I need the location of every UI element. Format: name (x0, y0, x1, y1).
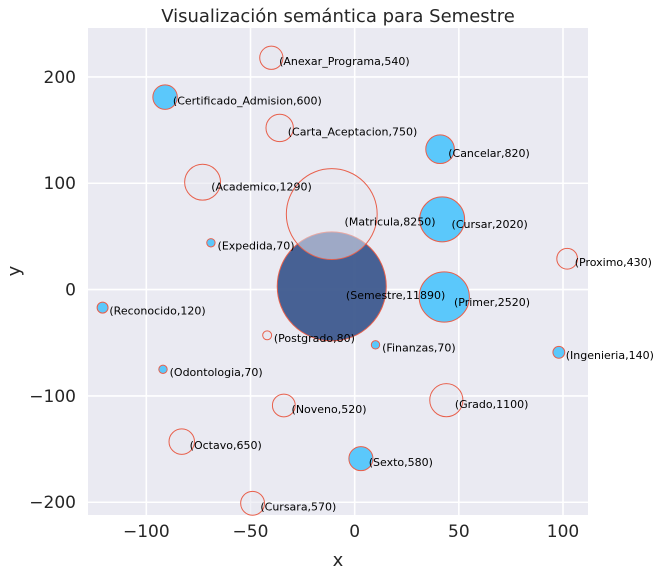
y-tick-label: 200 (44, 68, 76, 88)
point-label-expedida: (Expedida,70) (218, 239, 295, 252)
bubble-noveno (271, 393, 296, 418)
x-tick-label: −50 (233, 522, 269, 542)
point-label-cursar: (Cursar,2020) (452, 218, 528, 231)
point-label-matricula: (Matricula,8250) (345, 216, 436, 229)
point-label-anexar_programa: (Anexar_Programa,540) (279, 55, 410, 68)
bubble-layer (96, 45, 579, 516)
point-label-odontologia: (Odontologia,70) (170, 366, 263, 379)
bubble-grado (429, 383, 464, 418)
bubble-ingenieria (552, 345, 566, 359)
point-label-noveno: (Noveno,520) (292, 403, 367, 416)
chart-title: Visualización semántica para Semestre (161, 6, 515, 27)
point-label-semestre: (Semestre,11890) (346, 289, 445, 302)
point-label-certificado_admision: (Certificado_Admision,600) (173, 95, 322, 108)
x-tick-label: 0 (349, 522, 360, 542)
bubble-sexto (348, 446, 374, 472)
bubble-academico (184, 163, 222, 201)
point-label-proximo: (Proximo,430) (575, 256, 652, 269)
point-label-grado: (Grado,1100) (455, 398, 529, 411)
bubble-cursar (419, 196, 466, 243)
point-label-academico: (Academico,1290) (211, 180, 312, 193)
point-label-cursara: (Cursara,570) (260, 501, 336, 514)
bubble-postgrado (262, 330, 273, 341)
bubble-certificado_admision (152, 84, 178, 110)
bubble-carta_aceptacion (265, 113, 294, 143)
bubble-cursara (240, 490, 266, 516)
x-tick-label: −100 (123, 522, 170, 542)
point-label-octavo: (Octavo,650) (190, 439, 262, 452)
point-label-reconocido: (Reconocido,120) (109, 304, 205, 317)
x-tick-label: 50 (448, 522, 470, 542)
bubble-matricula (285, 168, 378, 260)
point-label-primer: (Primer,2520) (454, 296, 530, 309)
bubble-odontologia (158, 364, 168, 375)
point-label-cancelar: (Cancelar,820) (448, 147, 530, 160)
point-label-carta_aceptacion: (Carta_Aceptacion,750) (288, 126, 418, 139)
bubble-octavo (168, 428, 195, 455)
bubble-expedida (206, 238, 216, 248)
y-tick-label: −200 (29, 493, 76, 513)
y-tick-label: 0 (65, 281, 76, 301)
y-tick-label: 100 (44, 174, 76, 194)
y-axis-label: y (4, 265, 25, 276)
bubble-finanzas (370, 340, 381, 350)
point-label-ingenieria: (Ingenieria,140) (566, 349, 654, 362)
point-label-sexto: (Sexto,580) (369, 456, 433, 469)
bubble-reconocido (96, 301, 109, 314)
x-tick-label: 100 (547, 522, 579, 542)
x-axis-label: x (333, 550, 344, 571)
bubble-cancelar (425, 134, 455, 165)
bubble-anexar_programa (259, 45, 284, 70)
bubble-proximo (556, 247, 579, 270)
point-label-postgrado: (Postgrado,80) (274, 332, 355, 345)
point-label-finanzas: (Finanzas,70) (382, 341, 456, 354)
y-tick-label: −100 (29, 387, 76, 407)
bubble-primer (418, 271, 470, 323)
axis-ticks: −100 −50 0 50 100 −200 −100 0 100 200 (29, 68, 579, 542)
point-labels: (Semestre,11890) (Matricula,8250) (Primer,… (109, 55, 653, 514)
